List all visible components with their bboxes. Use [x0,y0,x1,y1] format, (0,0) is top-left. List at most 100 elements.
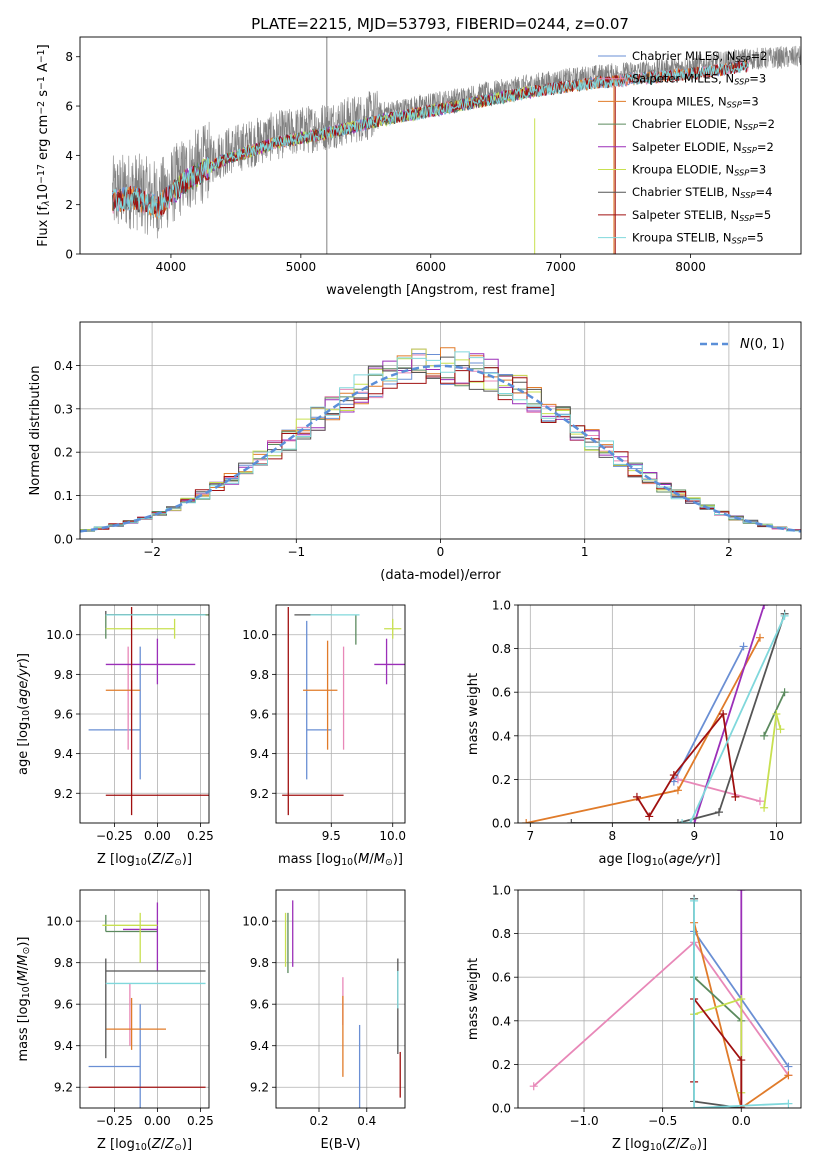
mass_age-plot-area [276,605,405,823]
x-tick-label: −1 [287,545,305,559]
label-part: Salpeter STELIB, N [632,208,739,222]
label-part: SSP [734,77,749,87]
weight-marker [737,995,746,1003]
x-tick-label: −0.25 [96,1114,133,1128]
label-part: SSP [743,122,758,132]
label-part: / [161,852,166,867]
label-part: Z [ [97,852,115,867]
x-tick-label: 9 [691,829,699,843]
x-tick-label: 10.0 [379,829,406,843]
label-part: )] [710,852,720,867]
weight-marker [737,1056,746,1065]
weight-marker [714,808,723,817]
weight-marker [737,890,746,894]
residuals-plot-area [80,322,801,539]
y-tick-label: 9.2 [250,1081,269,1095]
label-part: ( [147,1137,152,1152]
label-part: Salpeter ELODIE, N [632,140,742,154]
weight-marker [760,803,769,812]
label-part: )] [16,653,31,663]
axes-frame [275,889,406,1109]
y-tick-label: 10.0 [242,628,269,642]
y-tick-label: 0.0 [492,1102,511,1116]
y-tick-label: 9.8 [54,668,73,682]
label-part: ⊙ [21,947,32,955]
x-tick-label: 5000 [286,260,317,274]
weight-marker [567,819,576,823]
label-part: M [358,852,369,867]
weight-line [682,615,786,823]
y-tick-label: 9.6 [250,708,269,722]
x-tick-label: 8000 [675,260,706,274]
label-part: −2 [36,101,47,115]
label-part: / [16,965,31,970]
ebv_mass-xlabel: E(B-V) [320,1137,360,1152]
y-tick-label: 9.6 [54,708,73,722]
label-part: Z [151,1137,162,1152]
y-tick-label: 0.4 [492,1014,511,1028]
legend-label: N(0, 1) [740,337,785,352]
x-tick-label: 0.00 [144,829,171,843]
y-tick-label: 0.8 [492,927,511,941]
label-part: log [321,852,341,867]
label-part: =2 [758,117,775,131]
y-tick-label: 9.2 [54,787,73,801]
label-part: ] [36,44,51,49]
age_weight-ylabel: mass weight [466,673,481,755]
axes-frame [517,604,802,824]
ebv_mass-plot-area [276,890,405,1108]
x-tick-label: 6000 [415,260,446,274]
x-tick-label: 10 [769,829,784,843]
weight-marker [784,1071,793,1080]
weight-marker [784,1099,793,1108]
label-part: λ [41,200,52,207]
weight-marker [780,611,789,620]
legend-label: Kroupa STELIB, NSSP=5 [632,231,764,246]
y-tick-label: 9.8 [250,956,269,970]
y-tick-label: 1.0 [492,599,511,613]
label-part: age [ [16,742,31,775]
residual-histogram-step [80,367,801,532]
label-part: =2 [750,49,767,63]
x-tick-label: 8 [609,829,617,843]
mass_age-xlabel: mass [log10(M/M⊙)] [278,852,403,868]
label-part: ⊙ [174,857,182,868]
label-part: )] [182,1137,192,1152]
label-part: ( [353,852,358,867]
y-tick-label: 10.0 [46,628,73,642]
axes-frame [79,36,802,255]
z_weight-ylabel: mass weight [466,958,481,1040]
axes-frame [79,889,210,1109]
label-part: M [16,954,31,965]
weight-line [677,778,761,803]
y-tick-label: 9.6 [250,998,269,1012]
label-part: ( [147,852,152,867]
weight-marker [645,812,654,821]
residuals-ylabel: Normed distribution [28,366,43,496]
y-tick-label: 0.6 [492,686,511,700]
label-part: 10 [21,986,32,998]
legend-label: Kroupa ELODIE, NSSP=3 [632,163,766,178]
x-tick-label: 4000 [156,260,187,274]
axes-frame [79,604,210,824]
label-part: )] [393,852,403,867]
legend-label: Chabrier MILES, NSSP=2 [632,49,767,64]
label-part: =5 [754,208,771,222]
x-tick-label: 0.00 [144,1114,171,1128]
label-part: ⊙ [689,1142,697,1153]
label-part: ⊙ [174,1142,182,1153]
weight-marker [755,633,764,642]
weight-line [693,900,789,1108]
y-tick-label: 9.4 [250,1039,269,1053]
x-tick-label: −0.5 [648,1114,677,1128]
label-part: / [161,1137,166,1152]
label-part: Kroupa MILES, N [632,94,727,108]
z_mass-xlabel: Z [log10(Z/Z⊙)] [97,1137,192,1153]
label-part: age/yr [669,852,712,867]
label-part: Salpeter MILES, N [632,72,734,86]
y-tick-label: 0.2 [54,446,73,460]
label-part: E(B-V) [320,1137,360,1152]
spectrum-axes: 4000 5000 6000 7000 8000 0 2 4 6 8 wavelength [Ang… [36,36,802,298]
